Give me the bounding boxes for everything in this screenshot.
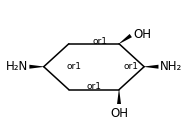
Polygon shape bbox=[117, 90, 121, 104]
Text: or1: or1 bbox=[92, 37, 107, 46]
Text: or1: or1 bbox=[124, 62, 139, 71]
Text: or1: or1 bbox=[66, 62, 81, 71]
Polygon shape bbox=[119, 34, 132, 44]
Text: OH: OH bbox=[133, 28, 151, 41]
Polygon shape bbox=[144, 65, 159, 69]
Text: OH: OH bbox=[110, 107, 128, 120]
Polygon shape bbox=[29, 65, 44, 69]
Text: or1: or1 bbox=[86, 82, 101, 91]
Text: H₂N: H₂N bbox=[6, 60, 28, 73]
Text: NH₂: NH₂ bbox=[160, 60, 182, 73]
